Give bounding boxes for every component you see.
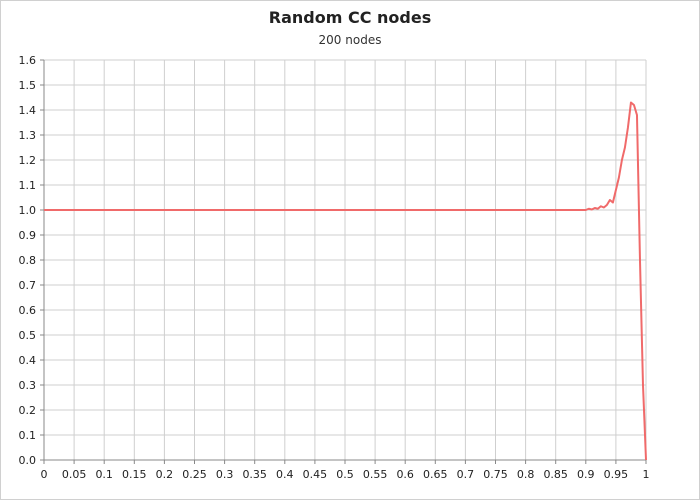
chart-subtitle: 200 nodes xyxy=(318,33,382,47)
x-tick-label: 0.9 xyxy=(577,468,595,481)
y-tick-label: 1.1 xyxy=(19,179,37,192)
x-tick-label: 0.95 xyxy=(604,468,629,481)
y-tick-label: 0.2 xyxy=(19,404,37,417)
y-tick-label: 0.4 xyxy=(19,354,37,367)
x-tick-label: 0.55 xyxy=(363,468,388,481)
y-tick-label: 0.0 xyxy=(19,454,37,467)
y-tick-label: 0.8 xyxy=(19,254,37,267)
x-tick-label: 0.85 xyxy=(543,468,568,481)
y-tick-label: 0.3 xyxy=(19,379,37,392)
x-tick-label: 0.65 xyxy=(423,468,448,481)
y-tick-label: 0.6 xyxy=(19,304,37,317)
series-group xyxy=(44,101,647,461)
x-tick-label: 0.6 xyxy=(396,468,414,481)
x-tick-label: 0.3 xyxy=(216,468,234,481)
x-tick-label: 0.8 xyxy=(517,468,535,481)
y-tick-label: 1.0 xyxy=(19,204,37,217)
x-tick-label: 0.4 xyxy=(276,468,294,481)
y-tick-label: 1.5 xyxy=(19,79,37,92)
y-tick-labels: 0.0 0.1 0.2 0.3 0.4 0.5 0.6 0.7 0.8 0.9 1.0 1.1 1.2 1… xyxy=(19,54,37,467)
y-tick-label: 1.6 xyxy=(19,54,37,67)
series-line-0 xyxy=(44,101,647,461)
y-tick-label: 0.1 xyxy=(19,429,37,442)
grid-lines xyxy=(43,59,647,461)
x-tick-label: 0.35 xyxy=(242,468,267,481)
x-tick-label: 0.45 xyxy=(303,468,328,481)
y-tick-label: 1.2 xyxy=(19,154,37,167)
x-tick-label: 0.1 xyxy=(95,468,113,481)
y-tick-label: 1.4 xyxy=(19,104,37,117)
y-tick-label: 1.3 xyxy=(19,129,37,142)
x-tick-label: 0.25 xyxy=(182,468,207,481)
x-tick-label: 0 xyxy=(41,468,48,481)
x-tick-label: 0.15 xyxy=(122,468,147,481)
axes xyxy=(40,59,647,464)
x-tick-labels: 0 0.05 0.1 0.15 0.2 0.25 0.3 0.35 0.4 0.45 0.5 0.55… xyxy=(41,468,650,481)
x-tick-label: 0.5 xyxy=(336,468,354,481)
chart-title: Random CC nodes xyxy=(268,8,432,27)
x-tick-label: 0.75 xyxy=(483,468,508,481)
y-tick-label: 0.5 xyxy=(19,329,37,342)
x-tick-label: 0.7 xyxy=(457,468,475,481)
y-tick-label: 0.9 xyxy=(19,229,37,242)
y-tick-label: 0.7 xyxy=(19,279,37,292)
x-tick-label: 0.05 xyxy=(62,468,87,481)
x-tick-label: 1 xyxy=(643,468,650,481)
x-tick-label: 0.2 xyxy=(156,468,174,481)
